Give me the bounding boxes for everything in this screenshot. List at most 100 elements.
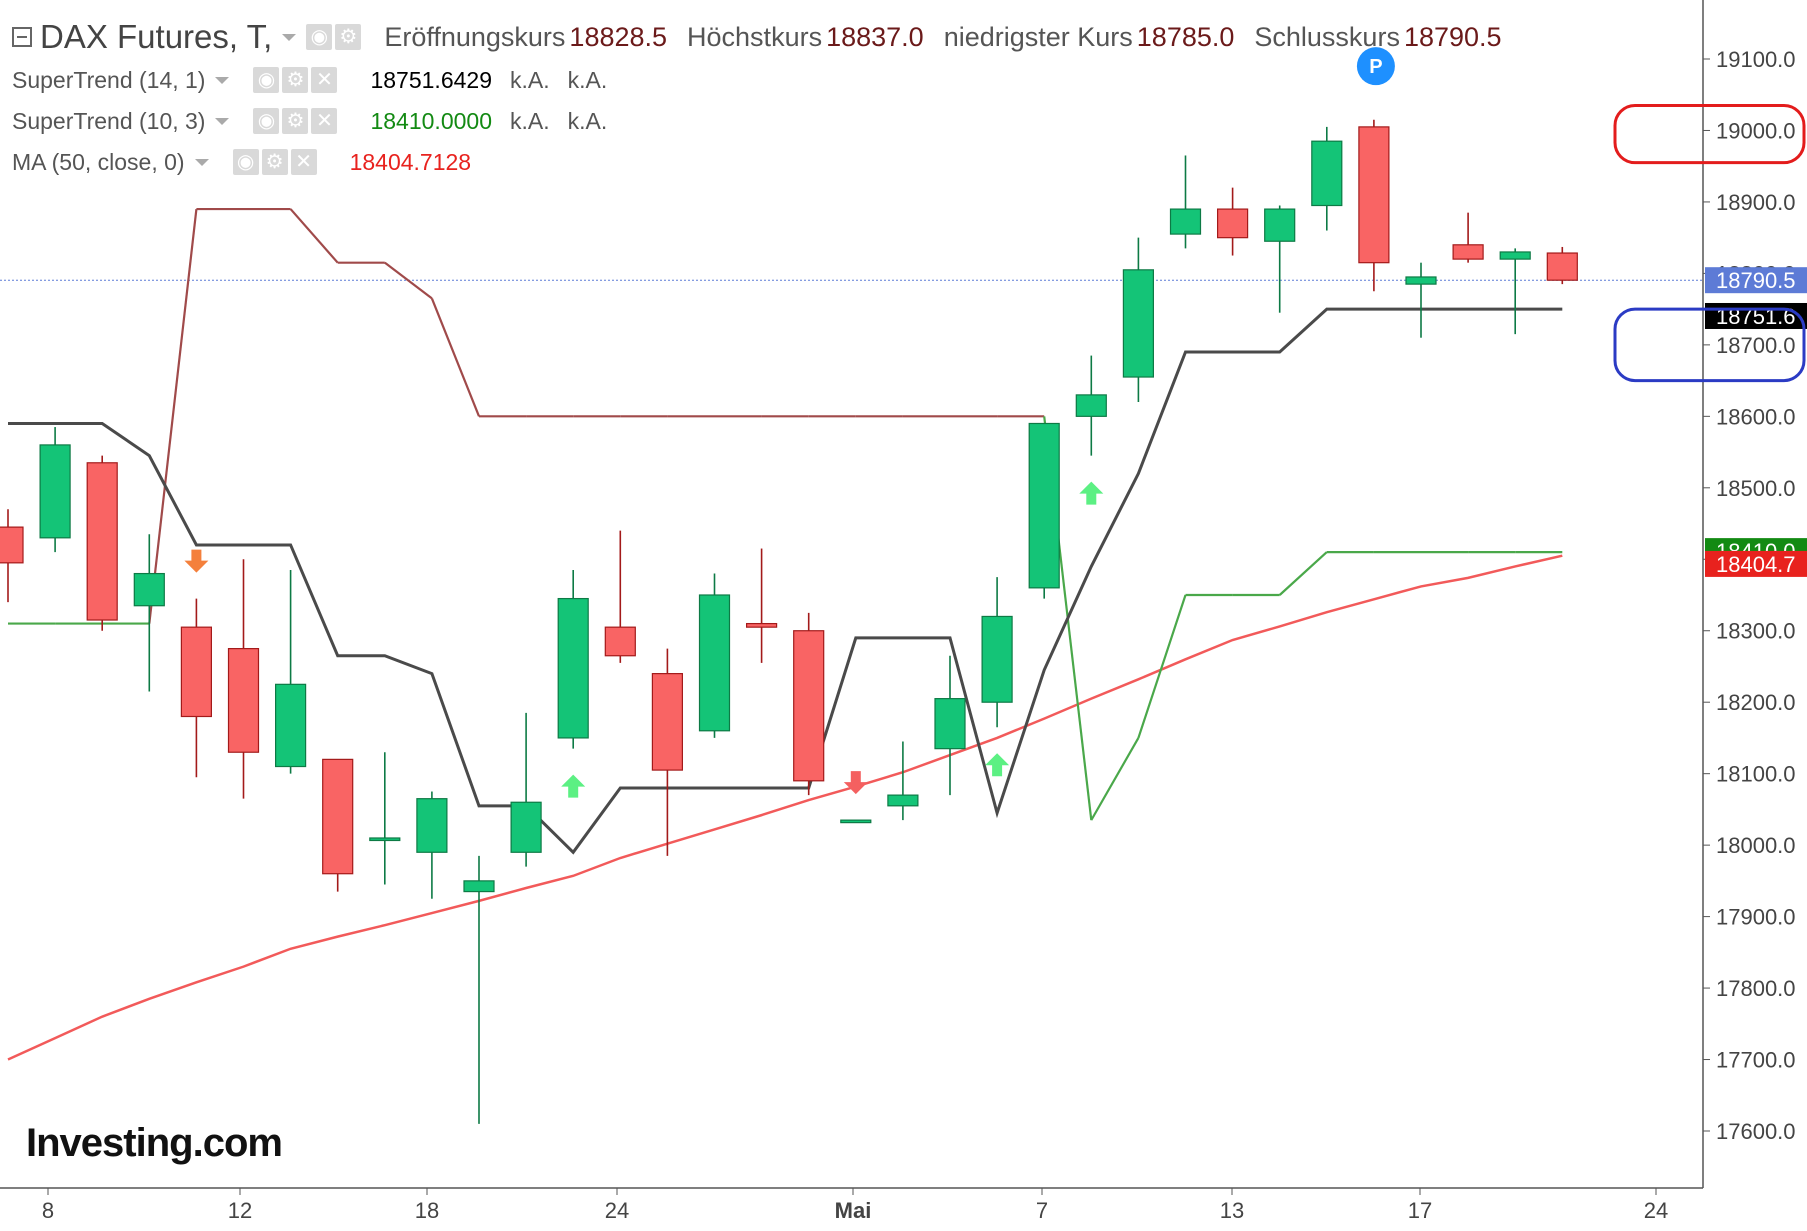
time-axis-label: 12 (228, 1198, 252, 1223)
event-marker-label: P (1369, 56, 1382, 78)
candle-body (1216, 208, 1249, 239)
candle-body (793, 630, 825, 782)
candle-body (86, 462, 118, 621)
chevron-down-icon[interactable] (194, 158, 209, 166)
highlight-box (1613, 307, 1806, 383)
sell-signal-arrow (843, 771, 868, 795)
buy-signal-arrow (561, 774, 586, 798)
time-axis-label: 24 (1644, 1198, 1668, 1223)
candle-body (463, 880, 495, 893)
candle-body (39, 444, 71, 539)
close-label: Schlusskurs (1254, 21, 1400, 52)
indicator-row-supertrend-10-3: SuperTrend (10, 3) ◉ ⚙ ✕ 18410.0000 k.A.… (0, 104, 607, 138)
candle-body (227, 647, 260, 753)
candle-body (887, 794, 919, 807)
time-axis-label: Mai (835, 1198, 872, 1223)
supertrend-10-3-segment (1278, 551, 1328, 596)
close-icon[interactable]: ✕ (311, 108, 338, 134)
candle-body (416, 798, 448, 853)
eye-icon[interactable]: ◉ (253, 108, 280, 134)
gear-icon[interactable]: ⚙ (261, 149, 288, 175)
price-axis-label: 17600.0 (1716, 1119, 1796, 1144)
price-axis-label: 19000.0 (1716, 118, 1796, 143)
price-label-box (1705, 302, 1807, 329)
candle-body (0, 526, 24, 564)
gear-icon[interactable]: ⚙ (282, 108, 309, 134)
price-axis-label: 18000.0 (1716, 833, 1796, 858)
supertrend-14-1-line (8, 307, 1563, 855)
supertrend-10-3-segment (430, 298, 481, 417)
indicator-na: k.A. (509, 66, 550, 93)
candle-body (1358, 126, 1390, 264)
candle-body (1499, 251, 1531, 260)
chevron-down-icon[interactable] (215, 117, 230, 125)
time-axis-label: 7 (1036, 1198, 1048, 1223)
close-icon[interactable]: ✕ (290, 149, 317, 175)
candle-body (698, 594, 731, 732)
time-axis-label: 17 (1408, 1198, 1432, 1223)
indicator-na: k.A. (509, 107, 550, 134)
price-axis-label: 18100.0 (1716, 762, 1796, 787)
close-icon[interactable]: ✕ (311, 67, 338, 93)
chevron-down-icon[interactable] (282, 33, 297, 41)
candle-body (557, 597, 589, 739)
low-label: niedrigster Kurs (943, 21, 1133, 52)
close-value: 18790.5 (1403, 21, 1502, 52)
indicator-row-supertrend-14-1: SuperTrend (14, 1) ◉ ⚙ ✕ 18751.6429 k.A.… (0, 63, 607, 97)
candle-body (981, 615, 1013, 703)
candle-body (934, 698, 966, 750)
candle-body (1405, 276, 1437, 285)
candle-body (840, 819, 872, 824)
price-axis-label: 17800.0 (1716, 976, 1796, 1001)
open-value: 18828.5 (569, 21, 668, 52)
candle-body (1311, 140, 1343, 207)
price-axis-label: 17900.0 (1716, 905, 1796, 930)
indicator-na: k.A. (567, 66, 608, 93)
gear-icon[interactable]: ⚙ (282, 67, 309, 93)
price-axis-label: 18300.0 (1716, 619, 1796, 644)
eye-icon[interactable]: ◉ (306, 24, 333, 50)
candle-body (1028, 422, 1060, 589)
gear-icon[interactable]: ⚙ (335, 24, 362, 50)
candle-body (133, 572, 165, 607)
candle-body (604, 626, 636, 657)
indicator-value: 18751.6429 (370, 66, 492, 93)
time-axis-label: 18 (415, 1198, 439, 1223)
indicator-name: SuperTrend (14, 1) (12, 66, 206, 93)
candle-body (510, 801, 542, 853)
sell-signal-arrow (184, 549, 209, 573)
investing-logo: Investing.com (26, 1121, 282, 1165)
eye-icon[interactable]: ◉ (232, 149, 259, 175)
indicator-row-ma: MA (50, close, 0) ◉ ⚙ ✕ 18404.7128 (0, 145, 471, 179)
price-axis-label: 19100.0 (1716, 47, 1796, 72)
price-label-text: 18790.5 (1716, 268, 1796, 293)
indicator-value: 18410.0000 (370, 107, 492, 134)
supertrend-10-3-segment (148, 208, 198, 624)
open-label: Eröffnungskurs (384, 21, 566, 52)
price-axis-label: 18500.0 (1716, 476, 1796, 501)
price-axis-label: 18900.0 (1716, 190, 1796, 215)
supertrend-10-3-segment (289, 208, 339, 264)
supertrend-10-3-segment (1090, 737, 1140, 821)
collapse-icon[interactable] (12, 27, 32, 47)
indicator-name: SuperTrend (10, 3) (12, 107, 206, 134)
candle-body (1122, 269, 1155, 378)
candle-body (1264, 208, 1296, 242)
indicator-value: 18404.7128 (349, 148, 472, 175)
candle-body (1452, 244, 1484, 260)
candle-body (275, 683, 307, 768)
price-axis-label: 18700.0 (1716, 333, 1796, 358)
candle-body (1169, 208, 1202, 235)
time-axis-label: 24 (605, 1198, 629, 1223)
price-label-text: 18404.7 (1716, 552, 1796, 577)
buy-signal-arrow (1079, 481, 1104, 505)
high-label: Höchstkurs (687, 21, 823, 52)
low-value: 18785.0 (1136, 21, 1235, 52)
indicator-name: MA (50, close, 0) (12, 148, 185, 175)
candle-body (1075, 394, 1107, 417)
candle-body (651, 673, 684, 771)
chevron-down-icon[interactable] (215, 76, 230, 84)
eye-icon[interactable]: ◉ (253, 67, 280, 93)
